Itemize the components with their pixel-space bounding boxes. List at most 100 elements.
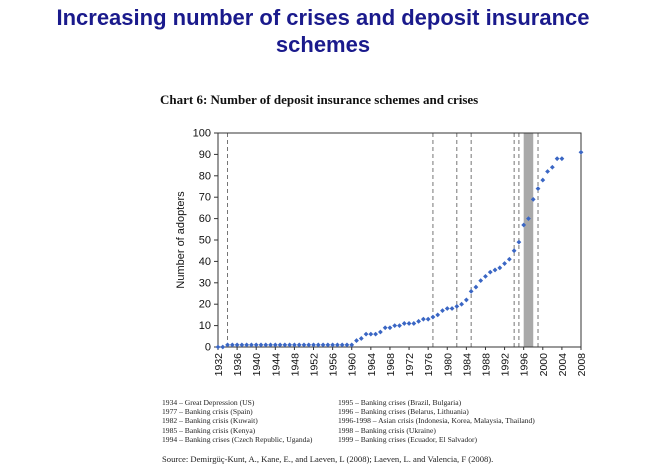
data-point: [506, 256, 512, 262]
crisis-note: 1985 – Banking crisis (Kenya): [162, 425, 256, 435]
data-point: [411, 321, 417, 326]
data-point: [335, 342, 340, 348]
x-tick-label: 1976: [423, 353, 435, 377]
data-point: [559, 156, 565, 162]
crisis-note: 1998 – Banking crisis (Ukraine): [338, 425, 436, 435]
data-point: [521, 222, 527, 228]
x-tick-label: 2000: [538, 353, 550, 377]
data-point: [220, 344, 226, 350]
crisis-note: 1977 – Banking crisis (Spain): [162, 407, 253, 417]
data-point: [535, 186, 541, 192]
crisis-note: 1996-1998 – Asian crisis (Indonesia, Kor…: [338, 416, 535, 426]
data-point: [349, 342, 355, 348]
y-axis-label: Number of adopters: [175, 191, 187, 289]
data-point: [530, 196, 536, 202]
x-tick-label: 1944: [270, 353, 282, 377]
data-point: [258, 342, 264, 348]
data-point: [397, 323, 402, 328]
x-tick-label: 1968: [385, 353, 397, 377]
y-tick-label: 80: [199, 170, 211, 182]
y-tick-label: 20: [199, 299, 211, 311]
x-tick-label: 1964: [366, 353, 378, 377]
x-tick-label: 1960: [347, 353, 359, 377]
data-point: [268, 342, 273, 348]
data-point: [354, 338, 359, 343]
data-point: [229, 342, 235, 348]
data-point: [320, 342, 326, 348]
data-point: [330, 342, 336, 348]
data-point: [578, 149, 584, 155]
data-point: [296, 342, 302, 348]
data-point: [454, 303, 460, 309]
data-point: [287, 342, 293, 348]
data-point: [277, 342, 283, 348]
y-tick-label: 0: [205, 342, 211, 354]
y-tick-label: 50: [199, 235, 211, 247]
x-tick-label: 1972: [404, 353, 416, 377]
data-point: [497, 265, 503, 271]
x-tick-label: 1996: [519, 353, 531, 377]
y-tick-label: 70: [199, 192, 211, 204]
data-point: [478, 278, 484, 284]
data-point: [263, 342, 269, 348]
data-point: [392, 323, 398, 328]
data-point: [425, 316, 431, 322]
crisis-note: 1934 – Great Depression (US): [162, 398, 255, 407]
chart-title: Chart 6: Number of deposit insurance sch…: [160, 92, 479, 107]
source-note: Source: Demirgüç-Kunt, A., Kane, E., and…: [162, 454, 494, 464]
x-tick-label: 1984: [461, 353, 473, 377]
data-point: [363, 331, 369, 337]
data-point: [440, 308, 445, 314]
data-point: [234, 342, 240, 348]
y-tick-label: 60: [199, 213, 211, 225]
data-point: [387, 325, 393, 331]
data-point: [282, 342, 288, 348]
data-point: [554, 156, 560, 162]
crisis-note: 1995 – Banking crises (Brazil, Bulgaria): [338, 398, 462, 407]
data-point: [401, 321, 407, 326]
data-point: [249, 342, 254, 348]
x-tick-label: 1988: [480, 353, 492, 377]
data-point: [301, 342, 307, 348]
data-point: [473, 284, 479, 290]
data-point: [358, 336, 364, 341]
crisis-notes-left: 1934 – Great Depression (US) 1977 – Bank…: [162, 398, 312, 444]
data-point: [244, 342, 250, 348]
data-point: [225, 342, 230, 348]
crisis-note: 1999 – Banking crises (Ecuador, El Salva…: [338, 434, 478, 444]
data-point: [545, 169, 550, 174]
data-point: [239, 342, 245, 348]
y-tick-label: 100: [193, 128, 211, 140]
data-point: [502, 261, 507, 266]
x-tick-label: 1932: [213, 353, 225, 377]
data-point: [526, 216, 531, 221]
data-point: [416, 318, 422, 324]
data-point: [311, 342, 316, 348]
data-point: [325, 342, 331, 348]
data-point: [430, 314, 436, 320]
x-tick-label: 1980: [442, 353, 454, 377]
data-point: [459, 301, 464, 307]
crisis-note: 1994 – Banking crises (Czech Republic, U…: [162, 434, 313, 444]
data-point: [468, 288, 474, 294]
x-tick-label: 1948: [289, 353, 301, 377]
data-point: [516, 239, 522, 245]
data-point: [492, 267, 498, 273]
data-point: [339, 342, 345, 348]
x-tick-label: 1992: [500, 353, 512, 377]
data-point: [449, 306, 455, 311]
data-point: [487, 269, 493, 275]
y-tick-label: 90: [199, 149, 211, 161]
x-tick-label: 1952: [309, 353, 321, 377]
data-point: [420, 316, 426, 322]
crisis-notes-right: 1995 – Banking crises (Brazil, Bulgaria)…: [338, 398, 535, 444]
data-point: [483, 273, 488, 279]
slide-title: Increasing number of crises and deposit …: [0, 4, 646, 58]
data-point: [272, 342, 278, 348]
slide-title-line-2: schemes: [275, 32, 371, 57]
data-point: [549, 164, 555, 170]
y-tick-label: 30: [199, 277, 211, 289]
data-point: [511, 248, 517, 254]
data-point: [373, 331, 379, 337]
